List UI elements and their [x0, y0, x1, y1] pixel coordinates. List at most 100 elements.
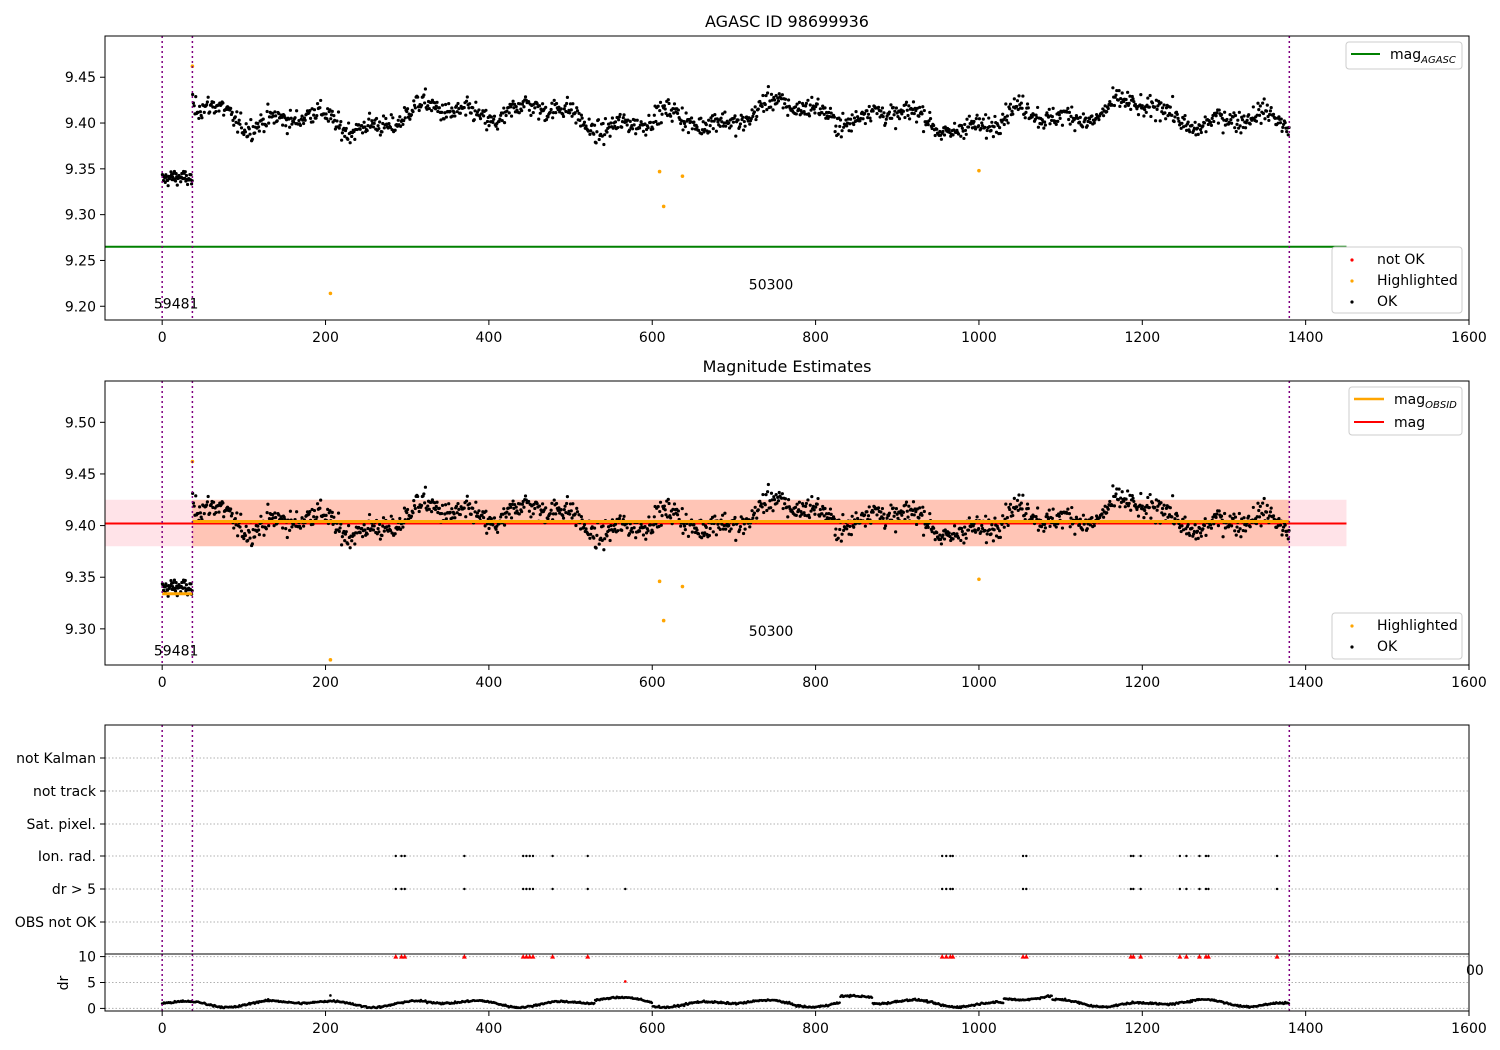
ok-point: [291, 120, 296, 124]
x-tick-label: 1000: [961, 1021, 997, 1037]
ok-point: [821, 504, 825, 509]
ok-point: [1271, 514, 1276, 518]
ok-point: [921, 129, 926, 134]
ok-point: [199, 515, 203, 519]
ok-point: [1155, 107, 1159, 111]
ok-point: [1050, 516, 1054, 520]
ok-point: [288, 108, 293, 112]
ok-point: [535, 502, 539, 506]
ok-point: [610, 116, 615, 120]
ok-point: [509, 105, 513, 109]
ok-point: [748, 122, 752, 126]
ok-point: [1008, 507, 1012, 512]
dr-point: [925, 999, 929, 1002]
ok-point: [1157, 499, 1161, 503]
ok-point: [467, 106, 471, 110]
ok-point: [338, 526, 342, 530]
ok-point: [672, 102, 677, 106]
ok-point: [966, 125, 971, 129]
ok-point: [1198, 531, 1203, 535]
ok-point: [290, 122, 294, 126]
ok-point: [810, 95, 814, 99]
ok-point: [554, 512, 558, 516]
ok-point: [1158, 119, 1162, 123]
ok-point: [246, 538, 250, 543]
ok-point: [312, 515, 316, 519]
ok-point: [1170, 515, 1174, 519]
ok-point: [733, 114, 737, 118]
ok-point: [274, 114, 278, 118]
flag-point: [940, 854, 944, 858]
ok-point: [1034, 515, 1038, 519]
ok-point: [257, 129, 261, 133]
ok-point: [192, 504, 196, 508]
ok-point: [603, 117, 608, 121]
ok-point: [403, 116, 407, 120]
ok-point: [352, 533, 356, 537]
ok-point: [538, 111, 542, 115]
ok-point: [464, 99, 469, 103]
ok-point: [953, 524, 957, 528]
ok-point: [1023, 116, 1027, 120]
ok-point: [1265, 503, 1269, 507]
ok-point: [565, 495, 570, 499]
ok-point: [511, 499, 515, 503]
ok-point: [1233, 113, 1238, 118]
ok-point: [217, 109, 221, 113]
ok-point: [450, 114, 455, 118]
ok-point: [437, 106, 441, 110]
ok-point: [398, 124, 403, 129]
ok-point: [565, 101, 569, 106]
y-tick-label: 9.45: [65, 70, 96, 86]
ok-point: [256, 125, 261, 129]
ok-point: [419, 503, 424, 508]
ok-point: [1001, 514, 1005, 518]
ok-point: [372, 524, 376, 528]
ok-point: [1130, 494, 1134, 498]
ok-point: [890, 116, 894, 120]
ok-point: [1111, 86, 1115, 90]
ok-point: [1058, 116, 1062, 120]
ok-point: [348, 141, 352, 145]
ok-point: [987, 125, 992, 129]
ok-point: [1140, 104, 1144, 108]
ok-point: [1005, 516, 1009, 520]
ok-point: [1025, 502, 1030, 506]
ok-point: [363, 125, 367, 129]
ok-point: [800, 111, 804, 115]
ok-point: [1230, 524, 1234, 528]
x-tick-label: 400: [476, 330, 503, 346]
ok-point: [402, 118, 406, 123]
ok-point: [722, 523, 726, 528]
ok-point: [952, 128, 956, 132]
ok-point: [1255, 113, 1259, 117]
ok-point: [893, 109, 897, 113]
clipped-tick-label: 00: [1466, 963, 1484, 979]
ok-point: [1267, 118, 1271, 123]
ok-point: [1257, 515, 1262, 519]
ok-point: [887, 110, 892, 114]
ok-point: [239, 512, 243, 516]
ok-point: [568, 502, 573, 506]
dr-overflow-marker: [939, 954, 945, 959]
ok-point: [265, 511, 269, 515]
ok-point: [315, 515, 319, 519]
ok-point: [1261, 101, 1265, 105]
ok-point: [918, 506, 922, 510]
ok-point: [1215, 111, 1219, 115]
ok-point: [510, 502, 514, 506]
ok-point: [823, 106, 827, 110]
ok-point: [1232, 512, 1236, 516]
ok-point: [389, 514, 393, 518]
ok-point: [1266, 516, 1270, 520]
ok-point: [1269, 105, 1273, 110]
panel2-upper-legend: magOBSID mag: [1348, 386, 1463, 436]
ok-point: [358, 127, 362, 131]
x-tick-label: 1000: [961, 675, 997, 691]
ok-point: [458, 512, 462, 517]
ok-point: [236, 130, 240, 134]
ok-point: [495, 127, 500, 131]
ok-point: [509, 505, 513, 509]
